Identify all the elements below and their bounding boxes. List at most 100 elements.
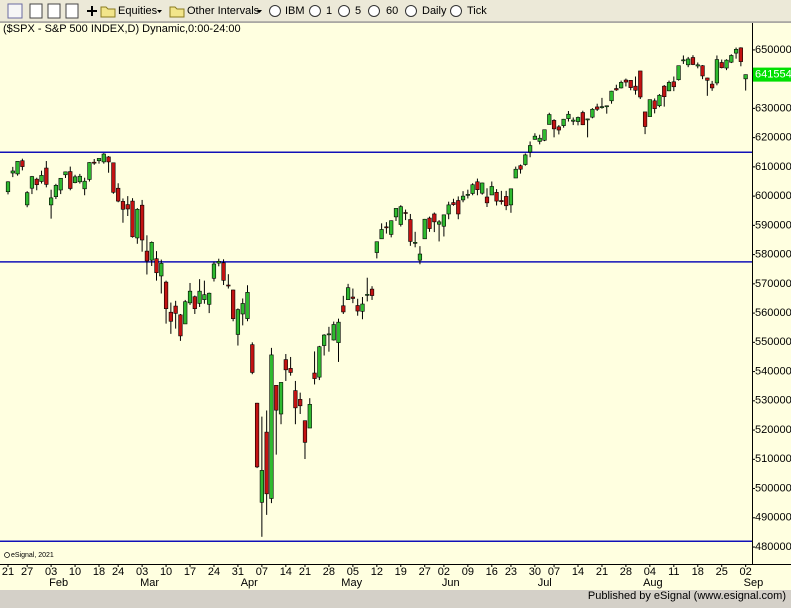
- candle-body: [259, 470, 264, 503]
- candle-body: [293, 390, 298, 409]
- candle-body: [652, 100, 657, 109]
- candle-body: [149, 242, 154, 261]
- candle-body: [341, 305, 346, 313]
- candle-body: [15, 161, 20, 175]
- candle-body: [441, 214, 446, 227]
- add-icon[interactable]: [87, 6, 97, 16]
- x-tick-label: 09: [462, 566, 474, 578]
- candle-body: [590, 108, 595, 118]
- candle-body: [475, 181, 480, 190]
- interval-icon[interactable]: [450, 5, 462, 17]
- candle-body: [92, 161, 97, 164]
- candle-body: [528, 145, 533, 153]
- candle-body: [53, 185, 58, 198]
- x-tick-label: 02: [740, 566, 752, 578]
- toolbar-item[interactable]: Equities: [118, 5, 158, 17]
- x-tick-label: 25: [716, 566, 728, 578]
- candle-body: [365, 294, 370, 296]
- watermark: eSignal, 2021: [11, 552, 54, 559]
- candle-body: [504, 196, 509, 207]
- candle-body: [82, 180, 87, 190]
- candle-body: [561, 118, 566, 126]
- candle-body: [159, 263, 164, 277]
- candle-body: [456, 200, 461, 215]
- candle-body: [556, 126, 561, 131]
- interval-icon[interactable]: [405, 5, 417, 17]
- y-tick-label: 580000: [755, 249, 791, 261]
- candle-body: [283, 359, 288, 371]
- toolbar-item[interactable]: 1: [326, 5, 332, 17]
- candle-body: [168, 311, 173, 322]
- candle-body: [317, 346, 322, 378]
- footer-bar: [0, 590, 791, 603]
- toolbar-item[interactable]: Daily: [422, 5, 447, 17]
- candle-body: [140, 204, 145, 241]
- candle-body: [68, 171, 73, 189]
- candle-body: [307, 404, 312, 429]
- candle-body: [312, 372, 317, 379]
- candle-body: [681, 59, 686, 62]
- candle-body: [216, 261, 221, 264]
- toolbar-item[interactable]: Other Intervals: [187, 5, 260, 17]
- toolbar-item[interactable]: 60: [386, 5, 398, 17]
- candle-body: [642, 111, 648, 127]
- folder-icon[interactable]: [100, 6, 116, 18]
- candle-body: [384, 226, 389, 229]
- x-tick-label: 27: [419, 566, 431, 578]
- page-icon[interactable]: [47, 3, 61, 19]
- candle-body: [513, 168, 518, 179]
- candle-body: [695, 64, 700, 67]
- candle-body: [331, 324, 336, 341]
- candle-body: [633, 85, 638, 91]
- toolbar-item[interactable]: 5: [355, 5, 361, 17]
- candle-body: [671, 81, 676, 88]
- chart-icon[interactable]: [7, 3, 23, 19]
- candle-body: [130, 200, 135, 238]
- candle-body: [489, 186, 494, 196]
- y-tick-label: 560000: [755, 307, 791, 319]
- candle-body: [408, 219, 413, 242]
- candle-body: [575, 117, 581, 122]
- toolbar-item[interactable]: Tick: [467, 5, 487, 17]
- page-icon[interactable]: [29, 3, 43, 19]
- candle-body: [542, 129, 547, 141]
- month-label: Jul: [538, 577, 552, 589]
- interval-icon[interactable]: [338, 5, 350, 17]
- chart-area: [0, 23, 791, 590]
- dropdown-arrow[interactable]: [157, 10, 162, 13]
- y-tick-label: 490000: [755, 512, 791, 524]
- interval-icon[interactable]: [309, 5, 321, 17]
- folder-icon[interactable]: [169, 6, 185, 18]
- page-icon[interactable]: [65, 3, 79, 19]
- x-tick-label: 14: [572, 566, 584, 578]
- interval-icon[interactable]: [368, 5, 380, 17]
- candle-body: [714, 59, 720, 84]
- x-tick-label: 12: [371, 566, 383, 578]
- candle-body: [710, 83, 715, 89]
- candle-body: [729, 55, 734, 63]
- candle-body: [135, 208, 140, 239]
- candle-body: [585, 118, 590, 121]
- toolbar-item[interactable]: IBM: [285, 5, 305, 17]
- candle-body: [221, 262, 226, 281]
- candle-body: [49, 197, 54, 206]
- candle-body: [20, 160, 25, 167]
- candle-body: [523, 154, 528, 165]
- x-tick-label: 21: [299, 566, 311, 578]
- x-tick-label: 27: [21, 566, 33, 578]
- x-tick-label: 24: [208, 566, 220, 578]
- candle-body: [666, 82, 672, 92]
- candle-body: [532, 135, 537, 140]
- candle-body: [240, 303, 245, 315]
- symbol-icon[interactable]: [269, 5, 281, 17]
- candle-body: [10, 170, 15, 174]
- y-tick-label: 520000: [755, 424, 791, 436]
- last-price-label: 641554: [755, 69, 791, 81]
- candle-body: [178, 314, 183, 337]
- candle-body: [254, 402, 260, 468]
- dropdown-arrow[interactable]: [257, 10, 262, 13]
- x-tick-label: 16: [486, 566, 498, 578]
- candle-body: [743, 74, 748, 80]
- footer: Published by eSignal (www.esignal.com): [588, 590, 786, 602]
- month-label: Sep: [744, 577, 764, 589]
